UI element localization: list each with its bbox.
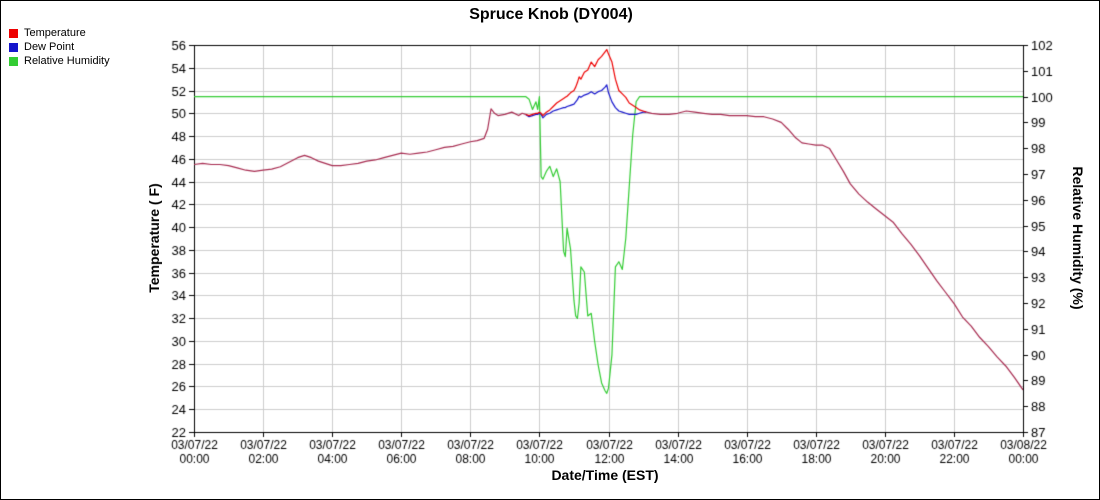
y-axis-label-left: Temperature ( F) <box>146 183 162 293</box>
legend-label-temperature: Temperature <box>24 27 86 39</box>
legend-item-temperature: Temperature <box>9 27 110 39</box>
chart-title: Spruce Knob (DY004) <box>469 6 633 23</box>
temperature-swatch <box>9 28 18 38</box>
legend-label-dew-point: Dew Point <box>24 41 75 53</box>
relative-humidity-swatch <box>9 56 18 66</box>
chart-legend: Temperature Dew Point Relative Humidity <box>9 27 110 67</box>
dew-point-swatch <box>9 42 18 52</box>
legend-item-dew-point: Dew Point <box>9 41 110 53</box>
legend-item-relative-humidity: Relative Humidity <box>9 55 110 67</box>
legend-label-relative-humidity: Relative Humidity <box>24 55 110 67</box>
x-axis-label: Date/Time (EST) <box>551 467 659 483</box>
y-axis-label-right: Relative Humidity (%) <box>1070 166 1086 310</box>
